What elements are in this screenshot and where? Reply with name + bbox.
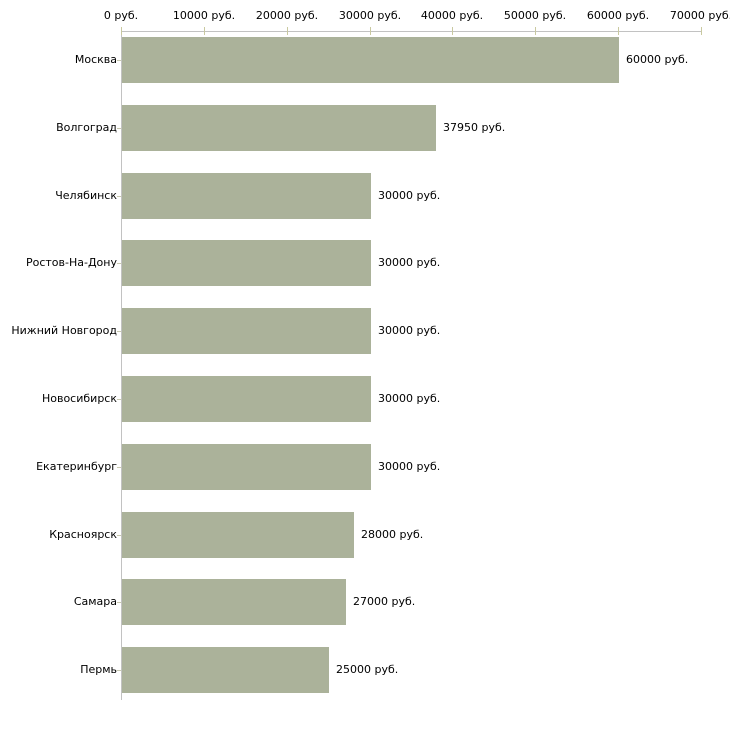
- x-axis-tick-label: 0 руб.: [103, 9, 139, 22]
- x-axis-tick: [701, 27, 702, 35]
- value-label: 60000 руб.: [626, 53, 689, 66]
- category-tick: [117, 196, 121, 197]
- bar: [122, 240, 371, 286]
- x-axis-tick: [618, 27, 619, 35]
- category-label: Москва: [74, 53, 117, 66]
- category-tick: [117, 60, 121, 61]
- value-label: 30000 руб.: [378, 324, 441, 337]
- x-axis-tick-label: 70000 руб.: [669, 9, 730, 22]
- x-axis-tick: [535, 27, 536, 35]
- category-tick: [117, 128, 121, 129]
- value-label: 28000 руб.: [361, 528, 424, 541]
- value-label: 30000 руб.: [378, 460, 441, 473]
- bar: [122, 173, 371, 219]
- bar: [122, 444, 371, 490]
- bar: [122, 512, 354, 558]
- bar: [122, 37, 619, 83]
- value-label: 30000 руб.: [378, 256, 441, 269]
- y-axis-line: [121, 31, 122, 700]
- category-label: Нижний Новгород: [11, 324, 117, 337]
- value-label: 37950 руб.: [443, 121, 506, 134]
- category-label: Красноярск: [49, 528, 117, 541]
- category-label: Пермь: [80, 663, 117, 676]
- x-axis-line: [121, 31, 701, 32]
- value-label: 25000 руб.: [336, 663, 399, 676]
- x-axis-tick: [370, 27, 371, 35]
- bar: [122, 579, 346, 625]
- x-axis-tick-label: 40000 руб.: [420, 9, 484, 22]
- bar: [122, 376, 371, 422]
- bar: [122, 105, 436, 151]
- category-tick: [117, 670, 121, 671]
- category-label: Волгоград: [56, 121, 117, 134]
- category-label: Челябинск: [55, 189, 117, 202]
- x-axis-tick-label: 20000 руб.: [255, 9, 319, 22]
- x-axis-tick: [121, 27, 122, 35]
- category-tick: [117, 263, 121, 264]
- value-label: 30000 руб.: [378, 189, 441, 202]
- category-tick: [117, 602, 121, 603]
- category-tick: [117, 467, 121, 468]
- x-axis-tick-label: 10000 руб.: [172, 9, 236, 22]
- bar: [122, 647, 329, 693]
- bar: [122, 308, 371, 354]
- category-label: Самара: [73, 595, 117, 608]
- value-label: 27000 руб.: [353, 595, 416, 608]
- x-axis-tick: [204, 27, 205, 35]
- value-label: 30000 руб.: [378, 392, 441, 405]
- x-axis-tick: [452, 27, 453, 35]
- category-tick: [117, 535, 121, 536]
- category-label: Екатеринбург: [36, 460, 117, 473]
- category-tick: [117, 331, 121, 332]
- x-axis-tick-label: 60000 руб.: [586, 9, 650, 22]
- x-axis-tick-label: 30000 руб.: [338, 9, 402, 22]
- x-axis-tick-label: 50000 руб.: [503, 9, 567, 22]
- x-axis-tick: [287, 27, 288, 35]
- category-label: Ростов-На-Дону: [25, 256, 117, 269]
- category-tick: [117, 399, 121, 400]
- category-label: Новосибирск: [41, 392, 117, 405]
